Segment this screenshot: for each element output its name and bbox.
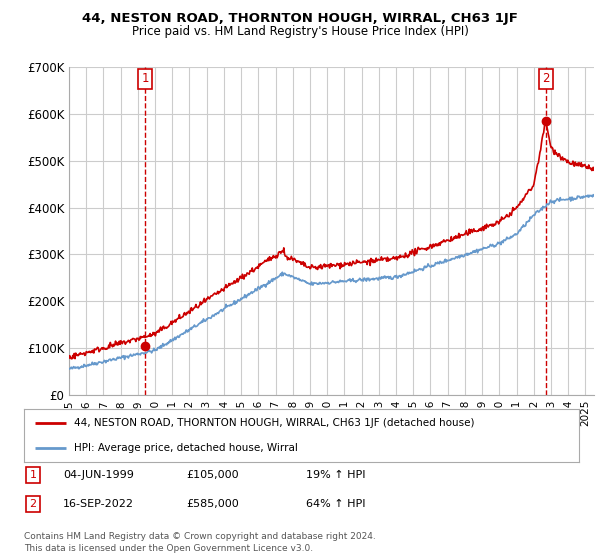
Text: 16-SEP-2022: 16-SEP-2022: [63, 499, 134, 509]
Text: 2: 2: [29, 499, 37, 509]
Text: 44, NESTON ROAD, THORNTON HOUGH, WIRRAL, CH63 1JF (detached house): 44, NESTON ROAD, THORNTON HOUGH, WIRRAL,…: [74, 418, 475, 428]
Text: 44, NESTON ROAD, THORNTON HOUGH, WIRRAL, CH63 1JF: 44, NESTON ROAD, THORNTON HOUGH, WIRRAL,…: [82, 12, 518, 25]
Text: Contains HM Land Registry data © Crown copyright and database right 2024.
This d: Contains HM Land Registry data © Crown c…: [24, 532, 376, 553]
Text: 19% ↑ HPI: 19% ↑ HPI: [306, 470, 365, 480]
Text: HPI: Average price, detached house, Wirral: HPI: Average price, detached house, Wirr…: [74, 442, 298, 452]
Text: 1: 1: [29, 470, 37, 480]
Text: Price paid vs. HM Land Registry's House Price Index (HPI): Price paid vs. HM Land Registry's House …: [131, 25, 469, 38]
Text: 04-JUN-1999: 04-JUN-1999: [63, 470, 134, 480]
Text: 2: 2: [542, 72, 550, 86]
Text: 1: 1: [142, 72, 149, 86]
Text: £585,000: £585,000: [186, 499, 239, 509]
Text: £105,000: £105,000: [186, 470, 239, 480]
Text: 64% ↑ HPI: 64% ↑ HPI: [306, 499, 365, 509]
